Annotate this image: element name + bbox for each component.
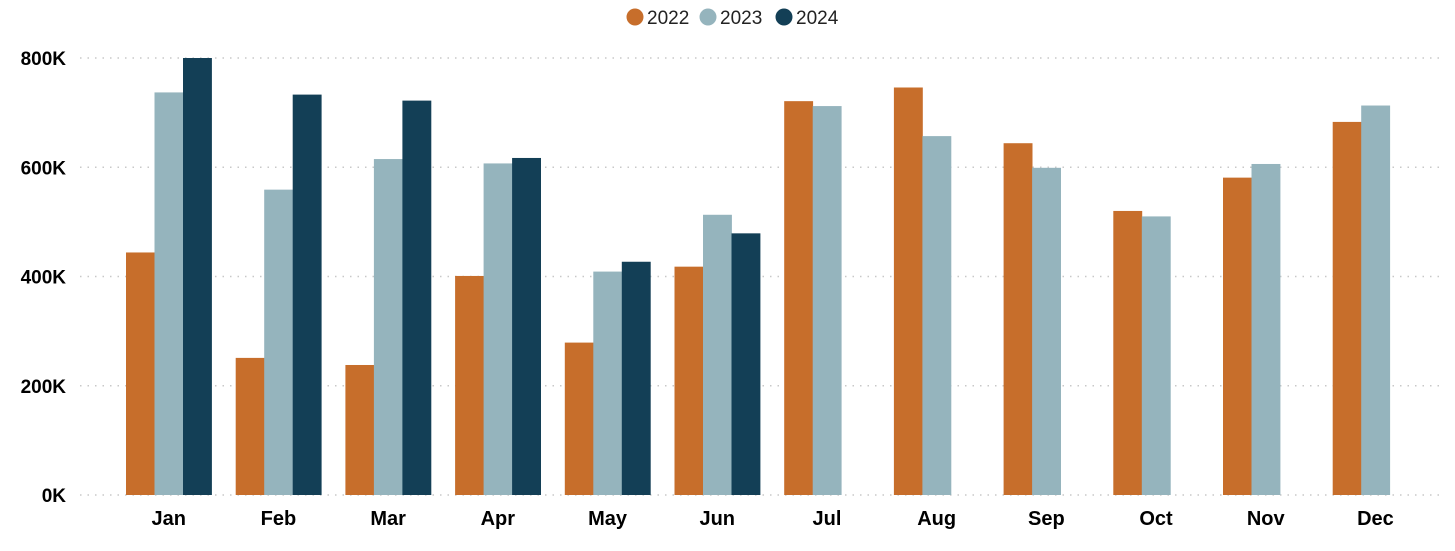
- legend: 2022 2023 2024: [626, 8, 839, 29]
- bar-mar-2023[interactable]: [373, 159, 403, 495]
- legend-marker-icon[interactable]: [775, 8, 793, 26]
- x-tick-label: Oct: [1139, 508, 1173, 530]
- y-tick-label: 0K: [42, 486, 67, 507]
- y-axis: 0K 200K 400K 600K 800K: [21, 49, 67, 507]
- x-tick-label: Dec: [1357, 508, 1394, 530]
- x-tick-label: Nov: [1247, 508, 1286, 530]
- bar-jun-2023[interactable]: [703, 214, 732, 495]
- x-tick-label: Jul: [812, 508, 841, 530]
- bar-nov-2023[interactable]: [1251, 163, 1281, 495]
- x-tick-label: Jun: [699, 508, 735, 530]
- bar-apr-2023[interactable]: [483, 163, 513, 495]
- x-tick-label: Apr: [481, 508, 516, 530]
- x-tick-label: Jan: [152, 508, 186, 530]
- bar-may-2023[interactable]: [593, 271, 623, 495]
- x-tick-label: May: [588, 508, 628, 530]
- bar-jan-2024[interactable]: [183, 58, 212, 495]
- bar-jul-2023[interactable]: [812, 106, 842, 495]
- x-tick-label: Feb: [261, 508, 297, 530]
- y-tick-label: 600K: [21, 158, 67, 179]
- bar-sep-2023[interactable]: [1032, 167, 1061, 495]
- x-tick-label: Aug: [917, 508, 956, 530]
- bar-feb-2024[interactable]: [292, 94, 322, 495]
- bar-mar-2024[interactable]: [402, 100, 432, 496]
- bar-aug-2023[interactable]: [922, 136, 952, 495]
- bar-nov-2022[interactable]: [1223, 177, 1252, 495]
- bar-may-2022[interactable]: [564, 342, 594, 495]
- bar-apr-2022[interactable]: [455, 275, 484, 495]
- bar-feb-2022[interactable]: [235, 357, 265, 495]
- bar-mar-2022[interactable]: [345, 364, 375, 495]
- bar-sep-2022[interactable]: [1003, 143, 1033, 495]
- bar-oct-2023[interactable]: [1141, 216, 1171, 495]
- bar-aug-2022[interactable]: [893, 87, 923, 495]
- bar-jan-2023[interactable]: [154, 92, 184, 495]
- legend-marker-icon[interactable]: [626, 8, 644, 26]
- bar-feb-2023[interactable]: [264, 189, 294, 496]
- legend-marker-icon[interactable]: [699, 8, 717, 26]
- y-tick-label: 400K: [21, 268, 67, 289]
- gridlines: [80, 57, 1440, 496]
- bar-jun-2024[interactable]: [731, 233, 761, 495]
- bar-jun-2022[interactable]: [674, 266, 704, 495]
- bar-jul-2022[interactable]: [784, 101, 814, 495]
- bars: [126, 58, 1391, 496]
- y-tick-label: 200K: [21, 377, 67, 398]
- legend-label[interactable]: 2024: [796, 8, 839, 29]
- bar-dec-2023[interactable]: [1361, 105, 1391, 496]
- legend-label[interactable]: 2022: [647, 8, 689, 29]
- bar-dec-2022[interactable]: [1332, 121, 1362, 495]
- x-tick-label: Mar: [370, 508, 406, 530]
- x-tick-label: Sep: [1028, 508, 1065, 530]
- y-tick-label: 800K: [21, 49, 67, 70]
- bar-apr-2024[interactable]: [512, 157, 541, 495]
- bar-jan-2022[interactable]: [126, 252, 155, 495]
- bar-may-2024[interactable]: [621, 261, 651, 495]
- legend-label[interactable]: 2023: [720, 8, 762, 29]
- bar-oct-2022[interactable]: [1113, 210, 1143, 495]
- x-axis: Jan Feb Mar Apr May Jun Jul Aug Sep Oct Nov Dec: [152, 508, 1394, 530]
